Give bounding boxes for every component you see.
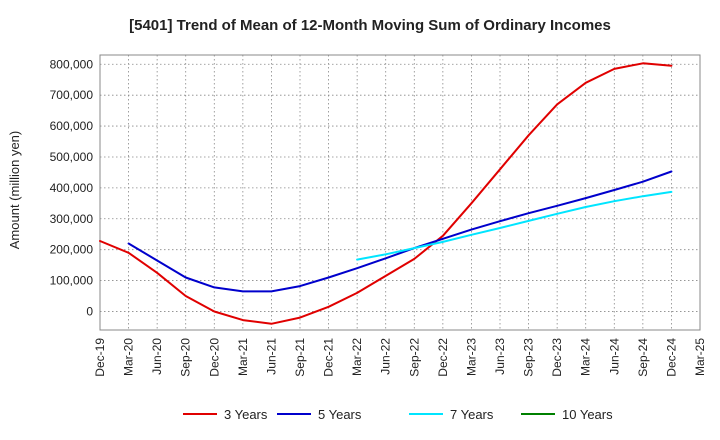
y-axis-label: Amount (million yen)	[7, 131, 22, 250]
legend-label-7-years: 7 Years	[450, 407, 494, 422]
x-tick-label: Jun-20	[150, 338, 164, 375]
series-line-5-years	[127, 170, 673, 293]
x-tick-label: Sep-22	[407, 338, 421, 377]
y-tick-labels: 0 100,000 200,000 300,000 400,000 500,000 600,…	[50, 57, 94, 318]
x-tick-label: Sep-20	[179, 338, 193, 377]
chart-title: [5401] Trend of Mean of 12-Month Moving …	[129, 17, 611, 34]
x-tick-label: Jun-24	[607, 338, 621, 375]
x-tick-label: Dec-21	[322, 338, 336, 377]
y-tick-label: 500,000	[50, 150, 94, 164]
legend-label-3-years: 3 Years	[224, 407, 268, 422]
x-tick-label: Mar-23	[464, 338, 478, 376]
x-tick-label: Dec-24	[664, 338, 678, 377]
x-tick-label: Dec-19	[93, 338, 107, 377]
x-tick-label: Mar-24	[579, 338, 593, 376]
x-tick-label: Dec-20	[207, 338, 221, 377]
x-tick-label: Sep-23	[522, 338, 536, 377]
legend: 3 Years 5 Years 7 Years 10 Years	[183, 407, 613, 422]
y-tick-label: 0	[86, 304, 93, 318]
x-tick-label: Mar-22	[350, 338, 364, 376]
plot-area	[99, 54, 701, 331]
legend-label-10-years: 10 Years	[562, 407, 613, 422]
series-lines	[99, 62, 673, 325]
series-line-3-years	[99, 62, 673, 325]
y-tick-label: 800,000	[50, 57, 94, 71]
x-tick-label: Mar-20	[122, 338, 136, 376]
legend-label-5-years: 5 Years	[318, 407, 362, 422]
y-tick-label: 700,000	[50, 88, 94, 102]
series-line-7-years	[356, 190, 673, 261]
x-tick-labels: Dec-19 Mar-20 Jun-20 Sep-20 Dec-20 Mar-21 Jun-…	[93, 338, 707, 377]
x-tick-label: Jun-23	[493, 338, 507, 375]
y-tick-label: 300,000	[50, 212, 94, 226]
x-tick-label: Dec-22	[436, 338, 450, 377]
x-tick-label: Sep-24	[636, 338, 650, 377]
x-tick-label: Sep-21	[293, 338, 307, 377]
y-tick-label: 100,000	[50, 274, 94, 288]
x-tick-label: Jun-21	[264, 338, 278, 375]
x-tick-label: Mar-25	[693, 338, 707, 376]
y-tick-label: 600,000	[50, 119, 94, 133]
y-tick-label: 200,000	[50, 243, 94, 257]
x-tick-label: Dec-23	[550, 338, 564, 377]
x-tick-label: Mar-21	[236, 338, 250, 376]
y-tick-label: 400,000	[50, 181, 94, 195]
x-tick-label: Jun-22	[379, 338, 393, 375]
grid	[100, 55, 700, 330]
